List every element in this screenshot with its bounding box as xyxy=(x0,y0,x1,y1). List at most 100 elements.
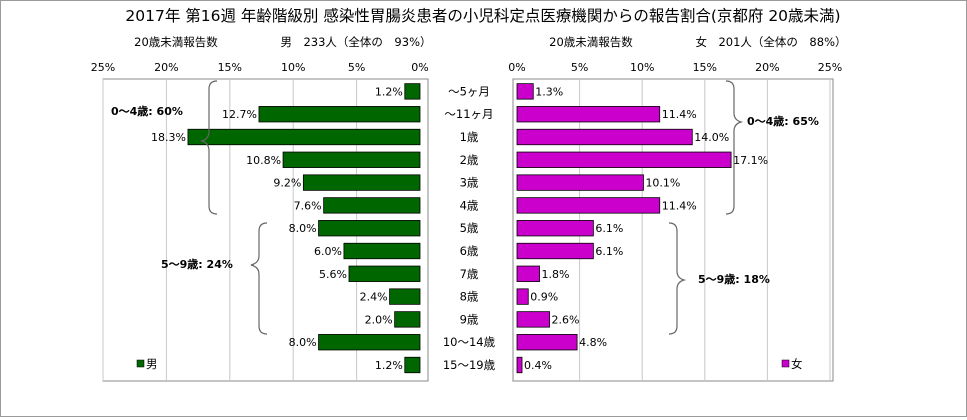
male-count-label: 男 233人（全体の 93%） xyxy=(280,35,431,49)
age-category-label: 5歳 xyxy=(460,221,479,235)
female-value-label: 1.3% xyxy=(535,85,563,98)
age-category-label: 4歳 xyxy=(460,198,479,212)
male-5-9-brace xyxy=(250,222,268,335)
female-bar xyxy=(516,106,661,123)
age-category-label: 7歳 xyxy=(460,267,479,281)
female-bar xyxy=(516,334,578,351)
age-category-label: 2歳 xyxy=(460,153,479,167)
female-legend-swatch xyxy=(781,359,790,368)
male-bar xyxy=(348,265,421,282)
female-bar xyxy=(516,220,594,237)
male-bar xyxy=(282,151,421,168)
female-value-label: 11.4% xyxy=(662,199,697,212)
female-value-label: 6.1% xyxy=(595,245,623,258)
female-value-label: 0.9% xyxy=(530,291,558,304)
female-value-label: 17.1% xyxy=(733,154,768,167)
female-bar xyxy=(516,83,534,100)
male-tick-label: 15% xyxy=(218,61,242,74)
female-0-4-annotation: 0～4歳: 65% xyxy=(747,114,819,128)
male-legend-swatch xyxy=(136,359,145,368)
male-value-label: 8.0% xyxy=(289,222,317,235)
male-bar xyxy=(187,128,421,146)
female-tick-label: 25% xyxy=(818,61,842,74)
age-category-label: 15～19歳 xyxy=(443,358,496,372)
female-header: 20歳未満報告数 xyxy=(549,35,633,49)
male-tick-label: 0% xyxy=(411,61,428,74)
male-0-4-annotation: 0～4歳: 60% xyxy=(111,104,183,118)
age-category-label: 1歳 xyxy=(460,130,479,144)
female-tick-label: 20% xyxy=(755,61,779,74)
age-category-label: 10～14歳 xyxy=(443,335,496,349)
male-value-label: 18.3% xyxy=(151,131,186,144)
male-bar xyxy=(318,220,421,237)
male-header: 20歳未満報告数 xyxy=(134,35,218,49)
male-value-label: 12.7% xyxy=(222,108,257,121)
male-bar xyxy=(343,242,421,260)
female-bar xyxy=(516,265,540,282)
male-value-label: 7.6% xyxy=(294,199,322,212)
male-value-label: 2.4% xyxy=(360,291,388,304)
female-value-label: 10.1% xyxy=(645,177,680,190)
male-tick-label: 10% xyxy=(281,61,305,74)
female-value-label: 1.8% xyxy=(542,268,570,281)
male-tick-label: 5% xyxy=(348,61,365,74)
male-bar xyxy=(258,106,421,123)
female-bar xyxy=(516,311,550,328)
category-labels: ～5ヶ月 ～11ヶ月 1歳 2歳 3歳 4歳 5歳 6歳 7歳 8歳 9歳 10～14歳 15～19歳 xyxy=(443,84,496,372)
male-legend-label: 男 xyxy=(146,357,158,371)
age-category-label: ～5ヶ月 xyxy=(448,84,490,98)
male-tick-label: 20% xyxy=(154,61,178,74)
female-bar xyxy=(516,356,523,374)
female-tick-label: 15% xyxy=(693,61,717,74)
female-tick-label: 5% xyxy=(571,61,588,74)
male-bar xyxy=(323,197,421,214)
female-0-4-brace xyxy=(725,80,744,215)
male-bar xyxy=(404,356,421,374)
female-bar xyxy=(516,151,732,168)
male-5-9-annotation: 5～9歳: 24% xyxy=(161,257,233,271)
male-value-label: 6.0% xyxy=(314,245,342,258)
male-bar xyxy=(394,311,421,328)
age-category-label: 9歳 xyxy=(460,312,479,326)
female-value-label: 6.1% xyxy=(595,222,623,235)
age-category-label: 6歳 xyxy=(460,244,479,258)
male-value-label: 8.0% xyxy=(289,336,317,349)
female-5-9-annotation: 5～9歳: 18% xyxy=(698,272,770,286)
male-0-4-brace xyxy=(199,80,218,215)
male-bar xyxy=(318,334,421,351)
female-bar xyxy=(516,128,693,146)
female-axis-ticks: 0% 5% 10% 15% 20% 25% xyxy=(508,61,842,74)
male-bar xyxy=(389,288,421,305)
female-legend-label: 女 xyxy=(791,357,803,371)
age-category-label: 3歳 xyxy=(460,176,479,190)
female-5-9-brace xyxy=(668,222,687,335)
male-value-label: 10.8% xyxy=(246,154,281,167)
female-value-label: 2.6% xyxy=(552,313,580,326)
male-value-label: 1.2% xyxy=(375,85,403,98)
female-bars: 1.3% 11.4% 14.0% 17.1% 10.1% 11.4% 6.1% 6.1% 1.8… xyxy=(516,83,768,374)
male-bars: 1.2% 12.7% 18.3% 10.8% 9.2% 7.6% 8.0% 6.0% 5.6% 2… xyxy=(151,83,421,374)
male-tick-label: 25% xyxy=(91,61,115,74)
female-bar xyxy=(516,242,594,260)
age-category-label: ～11ヶ月 xyxy=(444,107,493,121)
male-value-label: 2.0% xyxy=(365,313,393,326)
female-count-label: 女 201人（全体の 88%） xyxy=(695,35,846,49)
male-value-label: 5.6% xyxy=(319,268,347,281)
female-bar xyxy=(516,288,529,305)
age-category-label: 8歳 xyxy=(460,290,479,304)
male-bar xyxy=(302,174,421,191)
female-tick-label: 10% xyxy=(630,61,654,74)
female-value-label: 4.8% xyxy=(579,336,607,349)
female-value-label: 11.4% xyxy=(662,108,697,121)
female-value-label: 14.0% xyxy=(694,131,729,144)
male-axis-ticks: 0% 5% 10% 15% 20% 25% xyxy=(91,61,429,74)
female-value-label: 0.4% xyxy=(524,359,552,372)
female-bar xyxy=(516,174,644,191)
male-value-label: 1.2% xyxy=(375,359,403,372)
female-tick-label: 0% xyxy=(508,61,525,74)
male-bar xyxy=(404,83,421,100)
chart-title: 2017年 第16週 年齢階級別 感染性胃腸炎患者の小児科定点医療機関からの報告… xyxy=(125,7,840,25)
male-value-label: 9.2% xyxy=(273,177,301,190)
